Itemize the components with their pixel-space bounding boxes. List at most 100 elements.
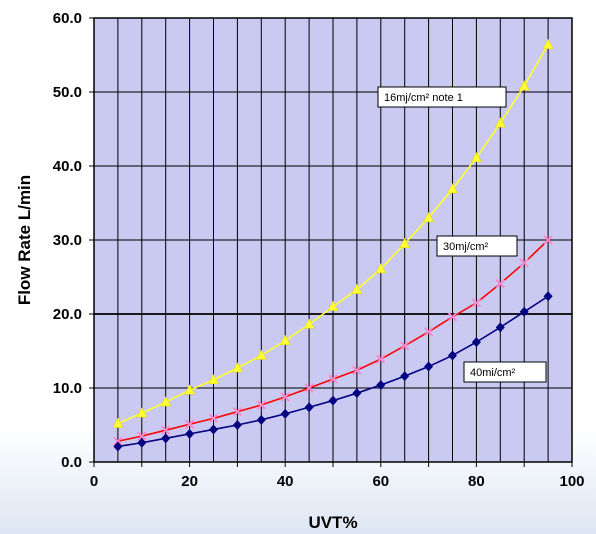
- data-point-x-stroke: [423, 327, 434, 337]
- series-labels: 16mj/cm² note 1 30mj/cm² 40mi/cm²: [377, 86, 547, 383]
- data-point-x-stroke: [519, 258, 529, 268]
- data-point-triangle: [518, 80, 530, 91]
- series-label-text: 40mi/cm²: [470, 367, 516, 379]
- data-point-triangle: [160, 396, 172, 407]
- data-point-triangle: [327, 300, 339, 311]
- data-point-x: [113, 436, 123, 446]
- data-point-x-stroke: [376, 354, 386, 364]
- data-point-x-stroke: [256, 400, 267, 410]
- data-point-x-stroke: [304, 383, 314, 393]
- data-point-triangle: [184, 384, 196, 395]
- data-point-x: [519, 258, 529, 268]
- data-point-x-stroke: [160, 425, 171, 435]
- x-tick-label: 80: [468, 473, 485, 490]
- data-point-x-stroke: [184, 419, 195, 429]
- data-point-diamond: [185, 428, 195, 439]
- data-point-diamond: [161, 433, 171, 444]
- data-point-triangle: [399, 237, 411, 248]
- data-point-diamond: [280, 408, 290, 419]
- data-point-x-stroke: [352, 365, 362, 375]
- data-point-diamond: [424, 361, 434, 372]
- data-point-triangle: [279, 334, 291, 345]
- grid-lines: [89, 17, 573, 467]
- data-point-x: [543, 235, 553, 245]
- data-point-triangle: [303, 318, 315, 329]
- data-point-x: [352, 365, 362, 375]
- y-tick-label: 40.0: [53, 158, 82, 175]
- series-label-box: [377, 86, 507, 108]
- tick-labels: 0 20 40 60 80 100 0.0 10.0 20.0 30.0 40.0 50.0 60.0: [53, 10, 585, 490]
- data-point-diamond: [543, 291, 553, 302]
- data-point-triangle: [423, 211, 435, 223]
- x-tick-label: 0: [90, 473, 98, 490]
- data-point-triangle: [231, 361, 243, 373]
- data-point-triangle: [375, 262, 387, 274]
- data-point-x: [280, 392, 290, 402]
- data-point-diamond: [376, 380, 386, 391]
- y-tick-label: 60.0: [53, 10, 82, 27]
- data-point-x-stroke: [399, 341, 410, 351]
- data-point-diamond: [137, 437, 147, 448]
- data-point-triangle: [470, 151, 482, 163]
- data-point-diamond: [256, 414, 266, 425]
- series-label-text: 30mj/cm²: [443, 241, 489, 253]
- data-point-triangle: [351, 283, 363, 294]
- data-point-x: [232, 406, 243, 417]
- data-point-diamond: [304, 402, 314, 413]
- x-tick-label: 100: [559, 473, 584, 490]
- data-point-x-stroke: [232, 406, 243, 417]
- y-tick-label: 0.0: [61, 454, 82, 471]
- series-label-box: [436, 235, 518, 257]
- data-point-triangle: [208, 373, 219, 385]
- data-point-x-stroke: [543, 235, 553, 245]
- data-point-x: [423, 327, 434, 337]
- data-point-x: [328, 374, 338, 384]
- data-point-x-stroke: [328, 374, 338, 384]
- data-point-diamond: [519, 306, 529, 317]
- data-point-x-stroke: [471, 298, 482, 308]
- data-point-x: [304, 383, 314, 393]
- data-point-x: [471, 298, 482, 308]
- x-tick-label: 60: [372, 473, 389, 490]
- data-point-triangle: [112, 417, 124, 428]
- y-axis-title: Flow Rate L/min: [15, 175, 34, 305]
- data-point-x: [447, 312, 458, 322]
- data-point-triangle: [255, 349, 267, 360]
- data-point-x: [137, 431, 147, 441]
- x-axis-title: UVT%: [308, 513, 357, 532]
- data-point-diamond: [400, 371, 410, 382]
- y-tick-label: 10.0: [53, 380, 82, 397]
- data-point-triangle: [136, 407, 148, 418]
- y-tick-label: 30.0: [53, 232, 82, 249]
- data-point-x-stroke: [113, 436, 123, 446]
- data-point-x: [495, 278, 506, 289]
- data-point-x: [399, 341, 410, 351]
- y-tick-label: 20.0: [53, 306, 82, 323]
- data-point-diamond: [352, 388, 362, 399]
- data-point-x-stroke: [495, 278, 506, 289]
- x-tick-label: 20: [181, 473, 198, 490]
- data-point-x-stroke: [280, 392, 290, 402]
- data-point-x: [184, 419, 195, 429]
- data-point-diamond: [448, 350, 457, 361]
- data-point-x-stroke: [137, 431, 147, 441]
- data-point-x: [160, 425, 171, 435]
- series-markers: [112, 38, 554, 452]
- x-tick-label: 40: [277, 473, 294, 490]
- data-point-triangle: [447, 182, 458, 194]
- y-tick-label: 50.0: [53, 84, 82, 101]
- data-point-triangle: [494, 117, 506, 128]
- data-point-diamond: [471, 337, 481, 348]
- data-point-x-stroke: [208, 413, 219, 424]
- data-point-x-stroke: [447, 312, 458, 322]
- series-label-text: 16mj/cm² note 1: [384, 92, 463, 104]
- data-point-triangle: [542, 38, 554, 49]
- data-point-diamond: [113, 441, 123, 452]
- data-point-x: [208, 413, 219, 424]
- data-point-diamond: [495, 322, 505, 333]
- data-point-x: [256, 400, 267, 410]
- data-point-diamond: [328, 395, 338, 406]
- data-point-diamond: [232, 420, 242, 430]
- data-point-diamond: [209, 424, 218, 435]
